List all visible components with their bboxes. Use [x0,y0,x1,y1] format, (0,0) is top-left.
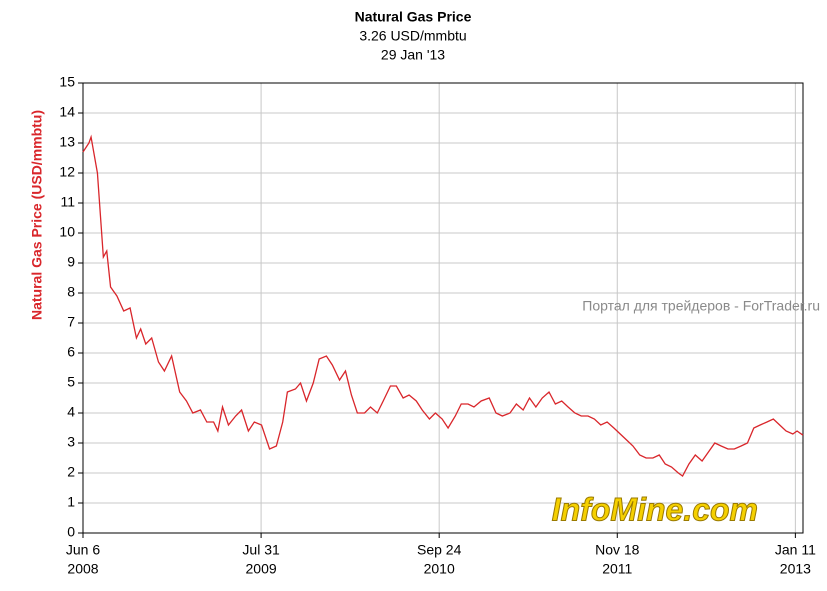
y-tick-label: 3 [67,434,75,450]
y-tick-label: 10 [59,224,75,240]
x-tick-label: Jul 31 [242,542,280,558]
y-tick-label: 2 [67,464,75,480]
y-tick-label: 8 [67,284,75,300]
y-tick-label: 1 [67,494,75,510]
y-tick-label: 13 [59,134,75,150]
x-tick-label: Sep 24 [417,542,462,558]
y-tick-label: 4 [67,404,75,420]
logo-watermark: InfoMine.com [552,491,758,527]
x-tick-label: 2013 [780,561,811,577]
chart-date: 29 Jan '13 [381,47,445,63]
x-tick-label: 2009 [246,561,277,577]
x-tick-label: Nov 18 [595,542,640,558]
x-tick-label: Jun 6 [66,542,100,558]
y-tick-label: 5 [67,374,75,390]
y-tick-label: 14 [59,104,75,120]
y-tick-label: 0 [67,524,75,540]
y-tick-label: 11 [60,194,75,210]
x-tick-label: 2010 [424,561,455,577]
y-tick-label: 7 [67,314,75,330]
plot-area [82,82,804,534]
x-tick-label: 2008 [67,561,98,577]
x-tick-label: 2011 [602,561,632,577]
y-tick-label: 9 [67,254,75,270]
chart-title: Natural Gas Price [355,9,472,25]
y-axis-label: Natural Gas Price (USD/mmbtu) [29,110,45,320]
y-tick-label: 15 [59,74,75,90]
y-tick-label: 6 [67,344,75,360]
y-tick-label: 12 [59,164,75,180]
watermark: Портал для трейдеров - ForTrader.ru [582,298,820,314]
x-tick-label: Jan 11 [775,542,816,558]
plot-border [82,82,804,534]
price-line [82,134,804,477]
chart-subtitle: 3.26 USD/mmbtu [359,28,466,44]
